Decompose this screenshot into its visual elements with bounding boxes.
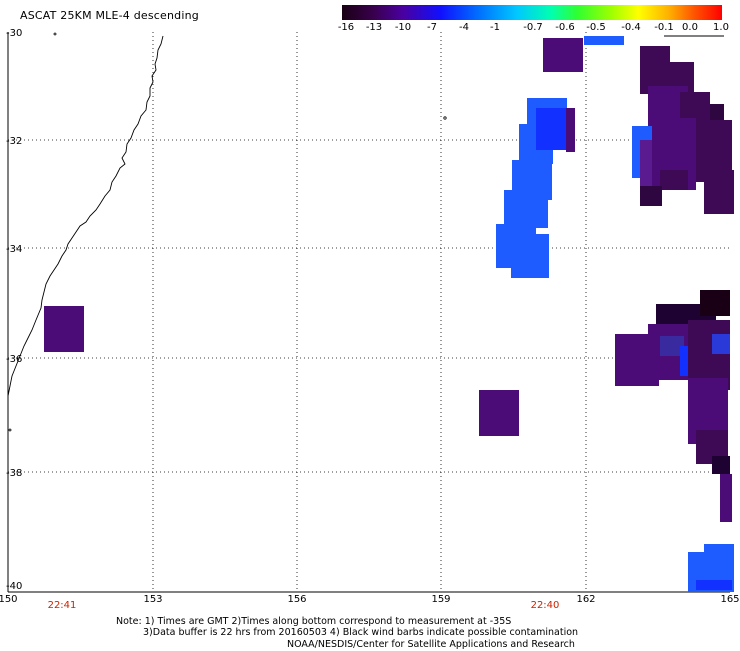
colorbar-label: -4 (459, 22, 469, 33)
colorbar-labels: -16 -13 -10 -7 -4 -1 -0.7 -0.6 -0.5 -0.4… (0, 22, 740, 36)
data-cell (704, 170, 734, 214)
lat-label: -40 (6, 581, 22, 592)
data-cell (712, 334, 730, 354)
footnote-line: 3)Data buffer is 22 hrs from 20160503 4)… (143, 627, 579, 638)
footnote-credit: NOAA/NESDIS/Center for Satellite Applica… (287, 639, 575, 650)
colorbar-label: -16 (337, 22, 355, 33)
data-cell (479, 390, 519, 436)
time-labels: 22:41 22:40 (48, 600, 560, 611)
map-title: ASCAT 25KM MLE-4 descending (20, 9, 199, 22)
lon-label: 153 (143, 594, 162, 605)
colorbar-label: -7 (427, 22, 437, 33)
colorbar-label: 1.0 (713, 22, 729, 33)
footnote-line: Note: 1) Times are GMT 2)Times along bot… (116, 616, 512, 627)
data-cell (660, 336, 684, 356)
latitude-labels: -30 -32 -34 -36 -38 -40 (6, 28, 22, 592)
data-cell (696, 580, 732, 590)
lon-label: 162 (576, 594, 595, 605)
lat-label: -36 (6, 354, 22, 365)
colorbar-label: -10 (394, 22, 412, 33)
lon-label: 150 (0, 594, 18, 605)
data-cell (504, 190, 548, 228)
data-cell (566, 108, 575, 152)
data-cell (511, 234, 549, 278)
data-cell (712, 456, 730, 474)
colorbar-label: -13 (365, 22, 383, 33)
data-cell (584, 36, 624, 45)
colorbar-label: -0.1 (654, 22, 674, 33)
lat-label: -32 (6, 136, 22, 147)
data-cell (44, 306, 84, 352)
lon-label: 156 (287, 594, 306, 605)
coast-islands (8, 32, 447, 432)
data-cell (700, 290, 730, 316)
colorbar-label: -0.6 (555, 22, 575, 33)
colorbar-label: 0.0 (682, 22, 698, 33)
colorbar-label: -1 (490, 22, 500, 33)
longitude-labels: 150 153 156 159 162 165 (0, 594, 740, 605)
colorbar-gradient (342, 5, 722, 20)
time-label: 22:41 (48, 600, 77, 611)
lat-label: -34 (6, 244, 22, 255)
lat-label: -38 (6, 468, 22, 479)
colorbar (342, 5, 722, 20)
colorbar-label: -0.4 (621, 22, 641, 33)
colorbar-label: -0.7 (523, 22, 543, 33)
data-cell (720, 474, 732, 522)
colorbar-label: -0.5 (586, 22, 606, 33)
time-label: 22:40 (531, 600, 560, 611)
lon-label: 165 (720, 594, 739, 605)
grid-lines (8, 32, 730, 592)
data-cell (640, 186, 662, 206)
lon-label: 159 (431, 594, 450, 605)
plot-frame (7, 32, 730, 593)
data-cell (660, 170, 688, 190)
coastline (7, 35, 164, 397)
data-cell (543, 38, 583, 72)
wind-data-cells (44, 36, 734, 592)
data-cell (536, 108, 568, 150)
lat-label: -30 (6, 28, 22, 39)
